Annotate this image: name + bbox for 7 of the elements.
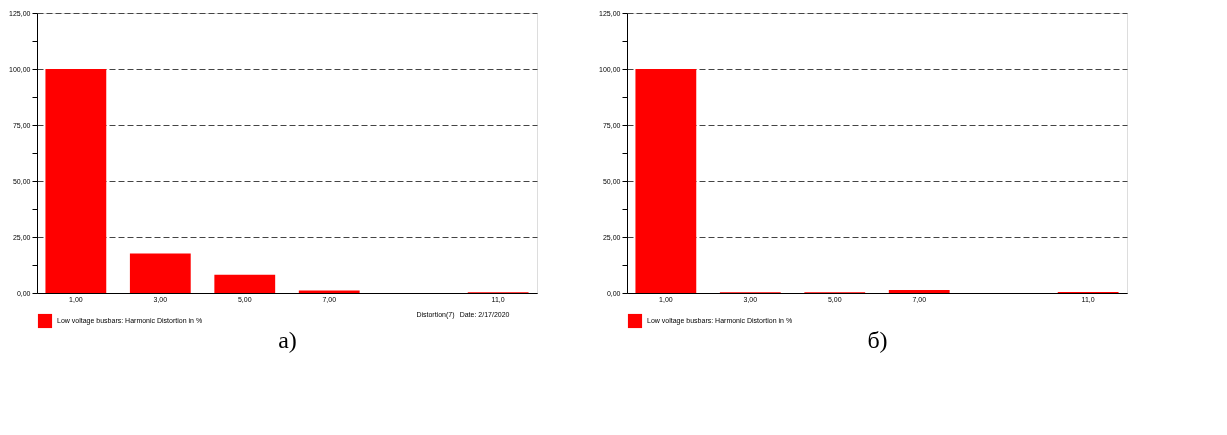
bar [214, 274, 276, 293]
x-axis-title: а) [278, 326, 297, 353]
bar [888, 290, 950, 293]
bar [635, 69, 697, 293]
bar [129, 253, 191, 293]
bar [45, 69, 107, 293]
x-axis-title: б) [867, 326, 888, 353]
